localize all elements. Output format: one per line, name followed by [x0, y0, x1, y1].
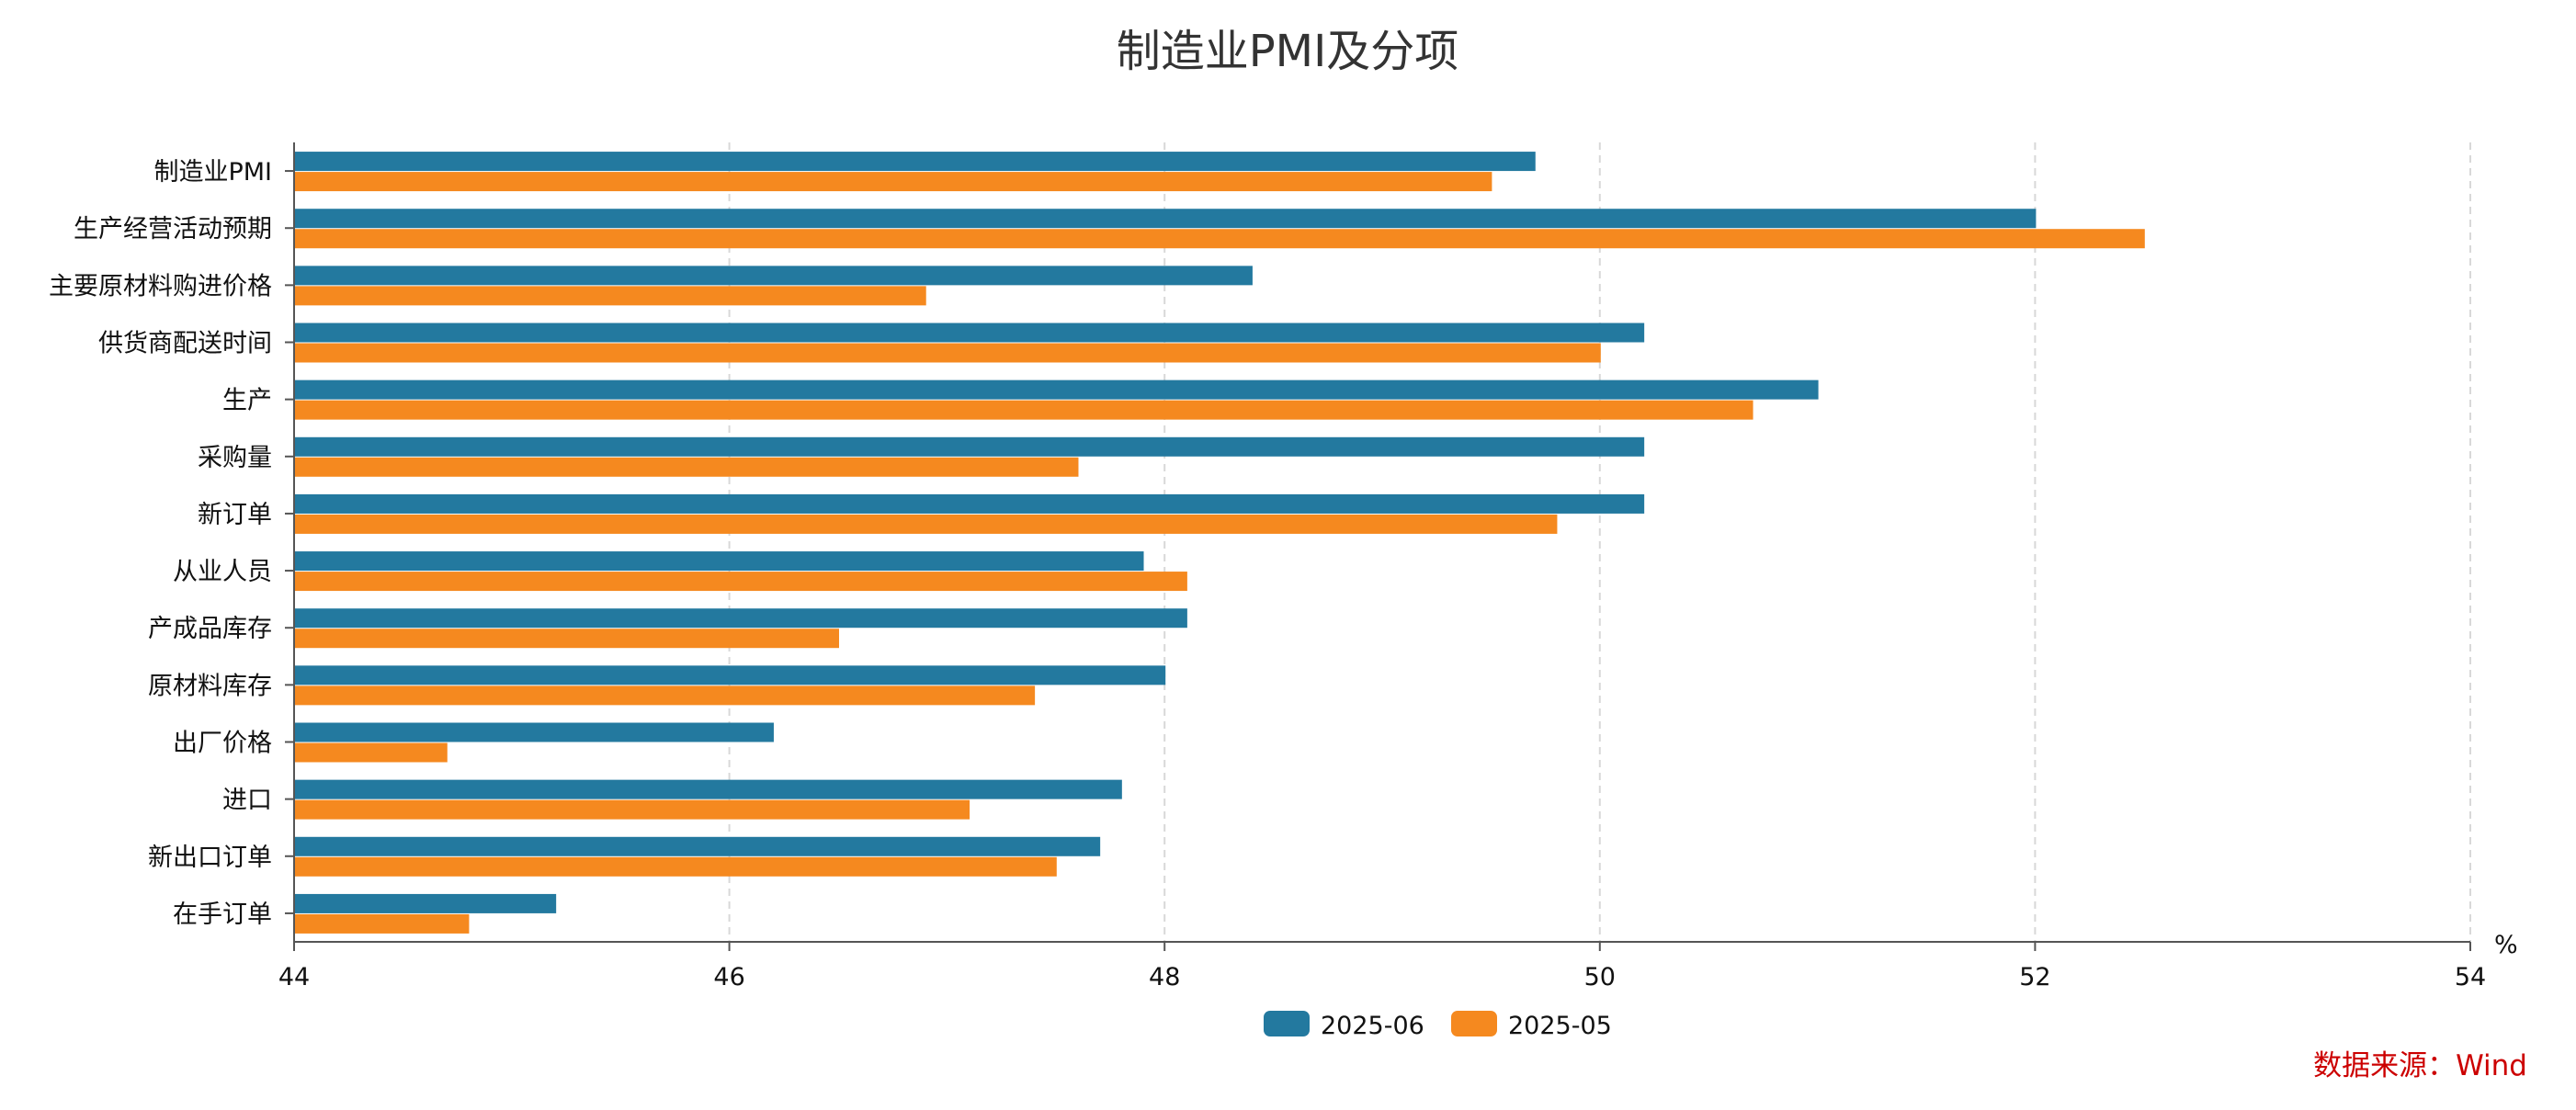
bar-series-2: [295, 572, 1187, 592]
legend-swatch: [1451, 1011, 1497, 1036]
legend: 2025-06 2025-05: [1264, 1011, 1612, 1040]
category-label: 在手订单: [173, 900, 272, 929]
bar-series-2: [295, 514, 1558, 534]
unit-label: %: [2494, 931, 2518, 959]
category-label: 生产经营活动预期: [74, 215, 272, 244]
bar-series-2: [295, 856, 1057, 877]
bar-series-1: [295, 608, 1187, 629]
x-tick-label: 46: [713, 963, 744, 991]
bar-series-2: [295, 286, 926, 306]
bar-series-1: [295, 493, 1645, 514]
x-tick-label: 52: [2019, 963, 2050, 991]
chart-title: 制造业PMI及分项: [1117, 26, 1459, 77]
legend-swatch: [1264, 1011, 1310, 1036]
x-tick-label: 54: [2455, 963, 2486, 991]
category-label: 供货商配送时间: [98, 330, 272, 358]
category-label: 主要原材料购进价格: [49, 272, 272, 300]
bar-series-1: [295, 379, 1819, 400]
bar-series-2: [295, 172, 1492, 192]
legend-label: 2025-05: [1508, 1012, 1612, 1040]
x-tick-label: 48: [1149, 963, 1180, 991]
labels-layer: 44 46 48 50 52 54 制造业PMI 生产经营活动预期主要原材料购进价格供货商配送…: [49, 158, 2486, 991]
category-label: 原材料库存: [148, 672, 272, 700]
bar-series-2: [295, 629, 839, 649]
bar-series-1: [295, 323, 1645, 343]
source-label: 数据来源：Wind: [2313, 1049, 2527, 1082]
bars-layer: [295, 152, 2145, 934]
bar-series-2: [295, 400, 1753, 420]
bar-series-1: [295, 722, 774, 742]
category-label: 制造业PMI: [153, 158, 272, 187]
category-label: 出厂价格: [173, 730, 272, 758]
bar-series-2: [295, 742, 448, 763]
axes-layer: [285, 142, 2471, 951]
bar-series-1: [295, 893, 557, 913]
bar-series-2: [295, 685, 1036, 706]
category-label: 新订单: [198, 501, 272, 529]
bar-series-1: [295, 436, 1645, 457]
bar-series-2: [295, 457, 1079, 477]
grid-layer: [728, 142, 2471, 942]
category-label: 从业人员: [173, 558, 272, 586]
category-label: 新出口订单: [148, 844, 272, 872]
category-label: 生产: [222, 387, 272, 415]
bar-series-2: [295, 799, 970, 820]
bar-series-1: [295, 266, 1253, 286]
legend-label: 2025-06: [1321, 1012, 1424, 1040]
bar-series-2: [295, 343, 1601, 363]
category-label: 采购量: [198, 444, 272, 472]
bar-series-1: [295, 152, 1536, 172]
category-label: 产成品库存: [148, 615, 272, 643]
bar-series-1: [295, 551, 1144, 572]
bar-series-1: [295, 779, 1122, 799]
bar-series-2: [295, 229, 2145, 249]
category-label: 进口: [222, 787, 272, 815]
x-tick-label: 44: [278, 963, 310, 991]
bar-series-1: [295, 665, 1166, 685]
bar-series-1: [295, 836, 1101, 856]
x-tick-label: 50: [1584, 963, 1616, 991]
bar-series-1: [295, 209, 2037, 229]
bar-series-2: [295, 913, 470, 934]
